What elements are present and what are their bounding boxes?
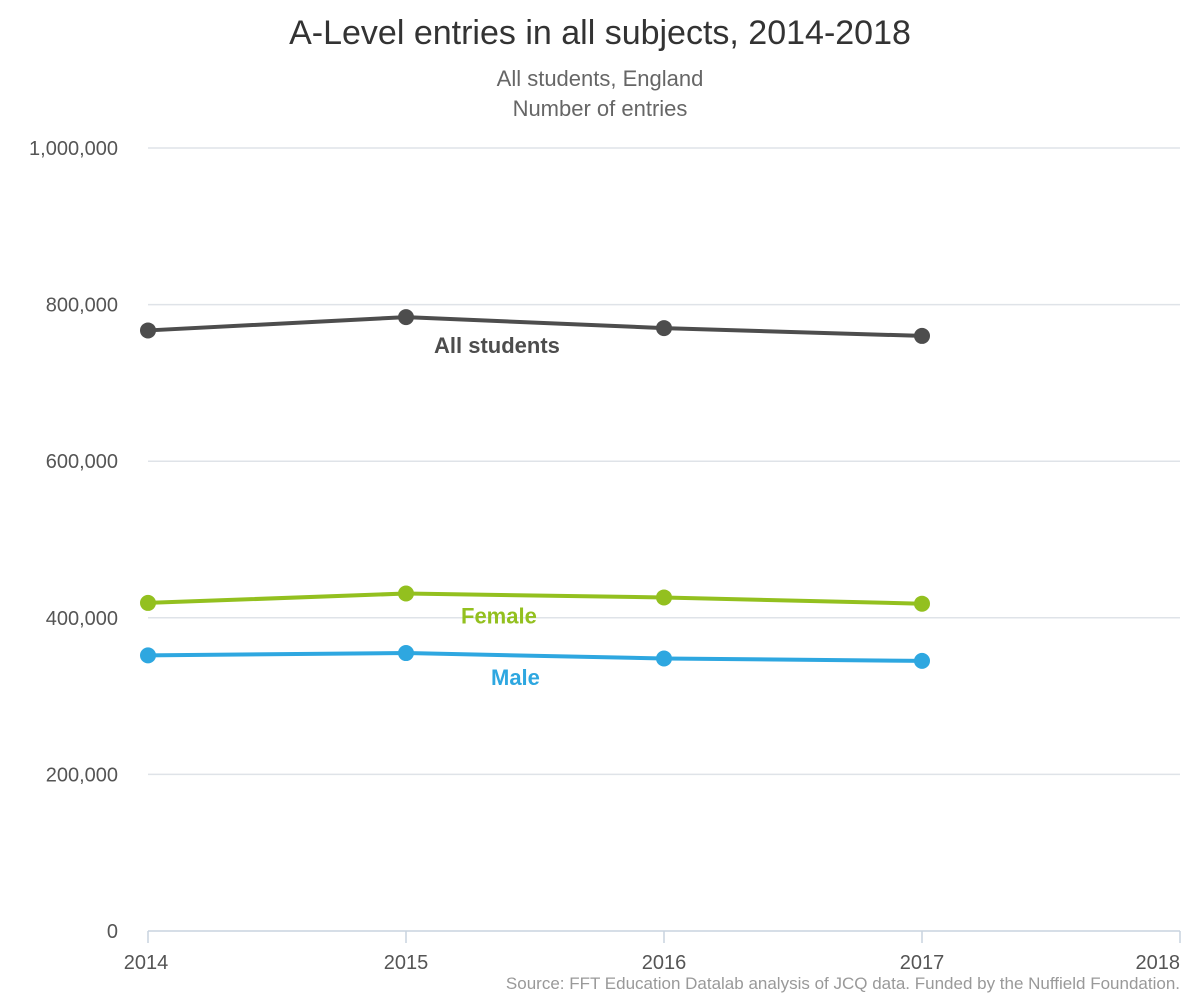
- x-tick-label: 2016: [642, 952, 687, 974]
- data-point-female: [398, 585, 414, 602]
- series-labels: All students Female Male: [434, 333, 560, 690]
- data-point-all-students: [656, 320, 672, 337]
- x-tick-label: 2017: [900, 952, 945, 974]
- data-point-male: [914, 652, 930, 669]
- series-label-all-students: All students: [434, 333, 560, 358]
- y-axis-ticks: 0 200,000 400,000 600,000 800,000 1,000,000: [29, 138, 118, 943]
- data-point-female: [914, 595, 930, 612]
- x-tick-label: 2015: [384, 952, 429, 974]
- chart-subtitle-region: All students, England: [496, 66, 704, 91]
- y-tick-label: 0: [107, 921, 118, 943]
- data-point-all-students: [398, 309, 414, 326]
- data-point-female: [656, 589, 672, 606]
- x-tick-label: 2014: [124, 952, 169, 974]
- series-line-all-students: [147, 315, 923, 338]
- series-label-male: Male: [491, 665, 540, 690]
- y-tick-label: 1,000,000: [29, 138, 118, 160]
- chart-title: A-Level entries in all subjects, 2014-20…: [289, 14, 911, 52]
- y-tick-label: 600,000: [46, 451, 118, 473]
- source-note: Source: FFT Education Datalab analysis o…: [505, 974, 1180, 993]
- y-tick-label: 400,000: [46, 608, 118, 630]
- data-point-all-students: [914, 327, 930, 344]
- data-point-female: [140, 594, 156, 611]
- data-point-male: [398, 645, 414, 662]
- series-line-female: [147, 591, 923, 606]
- gridlines: [148, 147, 1180, 776]
- series-line-male: [147, 651, 923, 663]
- series-lines: [140, 309, 930, 669]
- y-tick-label: 800,000: [46, 295, 118, 317]
- data-point-male: [140, 647, 156, 664]
- chart-subtitle-measure: Number of entries: [512, 96, 688, 121]
- data-point-male: [656, 650, 672, 667]
- series-label-female: Female: [461, 604, 537, 629]
- data-point-all-students: [140, 322, 156, 339]
- x-tick-label: 2018: [1136, 952, 1181, 974]
- x-axis-ticks: 2014 2015 2016 2017 2018: [124, 931, 1181, 974]
- y-tick-label: 200,000: [46, 764, 118, 786]
